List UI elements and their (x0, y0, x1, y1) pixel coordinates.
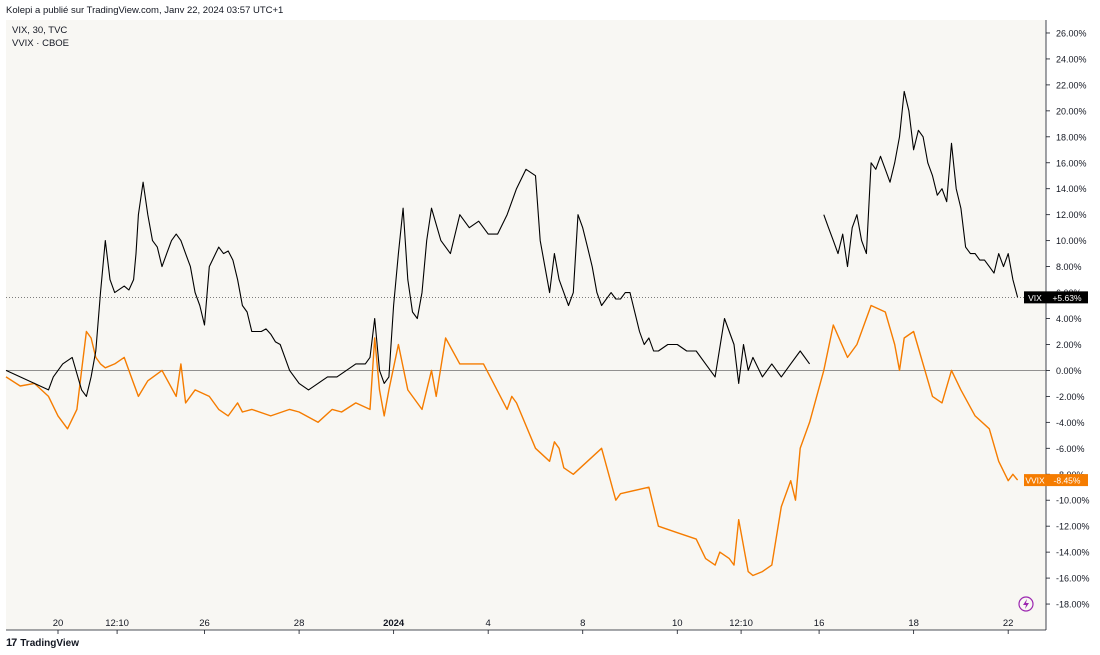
y-tick-label: 0.00% (1056, 366, 1082, 376)
footer-brand: 17 TradingView (6, 635, 79, 651)
x-tick-label: 12:10 (105, 618, 129, 629)
y-tick-label: -14.00% (1056, 548, 1090, 558)
y-tick-label: 24.00% (1056, 54, 1087, 64)
publish-info: Kolepi a publié sur TradingView.com, Jan… (6, 5, 284, 16)
legend-vvix: VVIX · CBOE (12, 38, 69, 49)
plot-background (6, 20, 1046, 630)
vvix-badge-value-box (1046, 474, 1088, 487)
x-tick-label: 8 (580, 618, 585, 629)
y-tick-label: 26.00% (1056, 28, 1087, 38)
x-tick-label: 18 (908, 618, 919, 629)
x-tick-label: 28 (294, 618, 305, 629)
vvix-badge-value-label: -8.45% (1054, 476, 1081, 486)
y-tick-label: -6.00% (1056, 444, 1085, 454)
x-tick-label: 26 (199, 618, 210, 629)
y-tick-label: 10.00% (1056, 236, 1087, 246)
y-tick-label: 4.00% (1056, 314, 1082, 324)
y-tick-label: 16.00% (1056, 158, 1087, 168)
y-tick-label: -12.00% (1056, 522, 1090, 532)
vix-series-line (5, 168, 811, 397)
y-tick-label: 18.00% (1056, 132, 1087, 142)
vvix-badge-name-box (1024, 474, 1046, 487)
tradingview-logo: 17 (6, 637, 17, 649)
y-tick-label: 22.00% (1056, 80, 1087, 90)
y-tick-label: -16.00% (1056, 574, 1090, 584)
x-tick-label: 12:10 (729, 618, 753, 629)
y-tick-label: -4.00% (1056, 418, 1085, 428)
y-tick-label: 12.00% (1056, 210, 1087, 220)
x-tick-label: 20 (53, 618, 64, 629)
y-tick-label: 14.00% (1056, 184, 1087, 194)
y-tick-label: 2.00% (1056, 340, 1082, 350)
vix-badge-name-box (1024, 291, 1046, 304)
vix-badge-name-label: VIX (1028, 293, 1042, 303)
y-tick-label: -18.00% (1056, 600, 1090, 610)
vix-series-line-2 (823, 90, 1019, 298)
x-tick-label: 2024 (383, 618, 405, 629)
vvix-series-line (5, 304, 1019, 577)
vix-badge-value-box (1046, 291, 1088, 304)
x-tick-label: 10 (672, 618, 683, 629)
x-tick-label: 4 (486, 618, 491, 629)
legend-vix: VIX, 30, TVC (12, 25, 67, 36)
y-tick-label: 20.00% (1056, 106, 1087, 116)
x-tick-label: 22 (1003, 618, 1014, 629)
lightning-icon[interactable] (1018, 596, 1034, 612)
vvix-badge-name-label: VVIX (1025, 476, 1045, 486)
y-tick-label: -10.00% (1056, 496, 1090, 506)
vix-badge-value-label: +5.63% (1052, 293, 1082, 303)
y-tick-label: -2.00% (1056, 392, 1085, 402)
y-tick-label: 8.00% (1056, 262, 1082, 272)
brand-name: TradingView (20, 637, 79, 649)
x-tick-label: 16 (814, 618, 825, 629)
price-chart[interactable]: VIX, 30, TVC VVIX · CBOE 26.00% 24.00% 22.… (0, 0, 1100, 640)
